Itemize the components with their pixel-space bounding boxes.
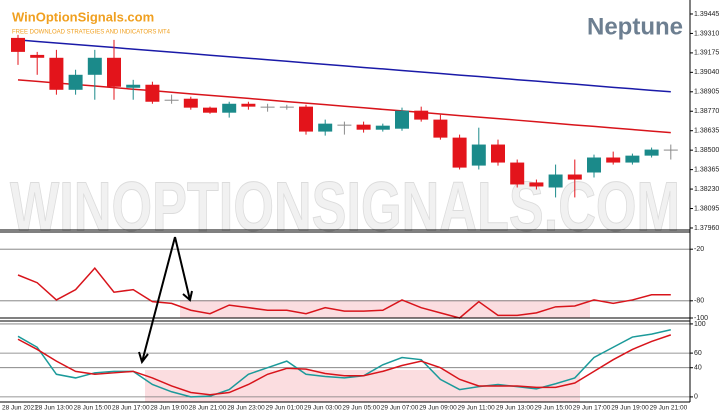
candle-body: [30, 54, 45, 58]
candle-body: [107, 57, 121, 87]
candle-body: [606, 157, 621, 163]
candle-body: [126, 84, 141, 88]
candle-body: [452, 137, 467, 168]
candle-body: [87, 57, 102, 75]
candle-body: [663, 149, 678, 151]
candle-body: [471, 144, 486, 166]
logo-tagline: FREE DOWNLOAD STRATEGIES AND INDICATORS …: [12, 30, 171, 36]
candle-body: [260, 106, 275, 108]
x-tick-label: 29 Jun 07:00: [381, 405, 419, 412]
y-tick-label: 1.39040: [694, 69, 719, 76]
y-tick-label: -80: [694, 298, 704, 305]
x-tick-label: 28 Jun 21:00: [189, 405, 227, 412]
x-tick-label: 28 Jun 2021: [2, 405, 38, 412]
x-tick-label: 28 Jun 15:00: [74, 405, 112, 412]
x-tick-label: 29 Jun 11:00: [458, 405, 495, 412]
x-tick-label: 28 Jun 17:00: [112, 405, 150, 412]
x-tick-label: 29 Jun 21:00: [650, 405, 688, 412]
x-tick-label: 29 Jun 19:00: [611, 405, 649, 412]
candle-body: [375, 125, 390, 130]
plot-layer: 1.39445 1.39310 1.39175 1.39040 1.38905 1.387…: [0, 11, 719, 412]
indicator-line: [17, 266, 671, 319]
indicator-name: Neptune: [587, 13, 683, 40]
moving-average: [17, 79, 671, 134]
y-tick-label: 1.37960: [694, 225, 719, 232]
candle-body: [625, 155, 640, 163]
candle-body: [529, 182, 544, 187]
x-tick-label: 29 Jun 09:00: [419, 405, 457, 412]
y-tick-label: 1.38230: [694, 186, 719, 193]
y-tick-label: 40: [694, 365, 702, 372]
candle-body: [164, 99, 179, 101]
x-tick-label: 28 Jun 23:00: [227, 405, 265, 412]
candle-body: [567, 174, 582, 180]
candle-body: [145, 84, 160, 102]
y-tick-label: 1.38500: [694, 147, 719, 154]
candle-body: [299, 106, 313, 132]
candle-body: [510, 162, 525, 185]
candle-body: [433, 119, 448, 138]
y-tick-label: 1.38095: [694, 205, 719, 212]
candle-body: [279, 106, 294, 108]
candle-body: [356, 124, 371, 130]
candle-body: [491, 144, 505, 163]
candle-body: [395, 110, 409, 129]
y-tick-label: -20: [694, 246, 704, 253]
candle-body: [241, 103, 256, 107]
candle-body: [548, 174, 563, 188]
logo: WinOptionSignals.com: [12, 9, 154, 24]
y-tick-label: 1.39445: [694, 11, 719, 18]
candle-body: [68, 74, 83, 90]
x-tick-label: 29 Jun 17:00: [573, 405, 611, 412]
y-tick-label: 100: [694, 321, 706, 328]
y-tick-label: 1.38905: [694, 89, 719, 96]
y-tick-label: 1.38365: [694, 166, 719, 173]
x-tick-label: 28 Jun 13:00: [35, 405, 73, 412]
x-tick-label: 29 Jun 13:00: [496, 405, 534, 412]
x-tick-label: 29 Jun 03:00: [304, 405, 342, 412]
candle-body: [318, 123, 333, 132]
y-tick-label: -100: [694, 315, 708, 322]
candle-body: [11, 37, 25, 52]
y-tick-label: 1.39175: [694, 50, 719, 57]
x-tick-label: 29 Jun 15:00: [534, 405, 572, 412]
moving-average: [17, 39, 671, 93]
y-tick-label: 1.38770: [694, 108, 719, 115]
candle-body: [337, 124, 352, 126]
candle-body: [49, 57, 64, 90]
x-tick-label: 29 Jun 01:00: [266, 405, 304, 412]
indicator-line: [17, 334, 672, 396]
candle-body: [222, 103, 237, 113]
y-tick-label: 1.39310: [694, 30, 719, 37]
candle-body: [414, 110, 429, 120]
y-tick-label: 1.38635: [694, 128, 719, 135]
x-tick-label: 28 Jun 19:00: [150, 405, 188, 412]
candle-body: [203, 107, 217, 113]
arrow: [138, 236, 193, 365]
x-tick-label: 29 Jun 05:00: [342, 405, 380, 412]
y-tick-label: 0: [694, 394, 698, 401]
candle-body: [587, 157, 601, 173]
candle-body: [183, 98, 198, 108]
candle-body: [644, 149, 659, 156]
y-tick-label: 60: [694, 350, 702, 357]
